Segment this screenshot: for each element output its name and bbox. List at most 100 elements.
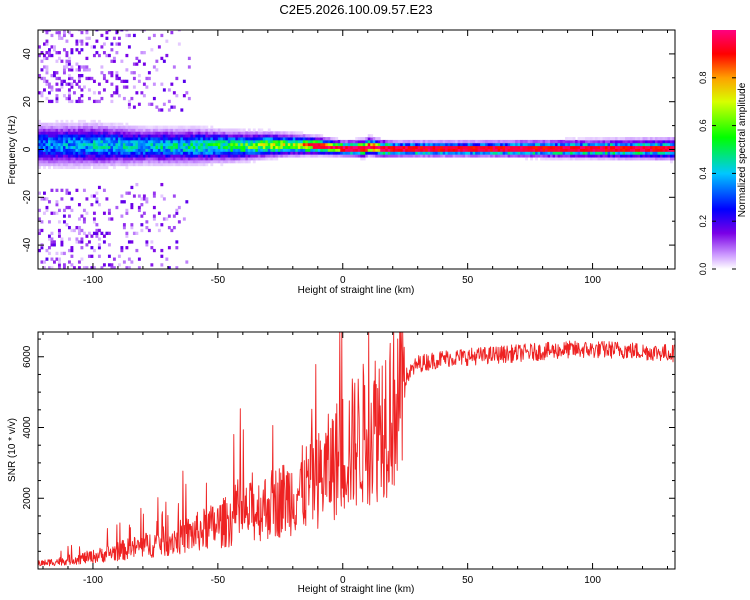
heatmap-cell (477, 148, 481, 152)
heatmap-cell (92, 211, 96, 215)
heatmap-cell (85, 165, 89, 170)
heatmap-cell (87, 134, 91, 138)
heatmap-cell (152, 205, 156, 210)
heatmap-cell (80, 48, 84, 52)
heatmap-cell (97, 53, 101, 58)
heatmap-cell (292, 145, 296, 149)
heatmap-cell (390, 151, 394, 155)
heatmap-cell (380, 154, 384, 158)
heatmap-cell (150, 145, 154, 149)
heatmap-cell (167, 134, 171, 138)
heatmap-cell (227, 154, 231, 158)
heatmap-cell (505, 139, 509, 144)
heatmap-cell (175, 142, 179, 147)
heatmap-cell (95, 157, 99, 161)
heatmap-cell (365, 142, 369, 147)
heatmap-cell (105, 137, 109, 141)
heatmap-cell (285, 151, 289, 155)
heatmap-cell (375, 145, 379, 149)
heatmap-cell (80, 154, 84, 158)
heatmap-cell (572, 148, 576, 152)
snr-frame (37, 331, 676, 570)
heatmap-cell (560, 151, 563, 155)
heatmap-cell (377, 148, 381, 152)
heatmap-cell (142, 94, 146, 98)
heatmap-cell (427, 148, 431, 152)
heatmap-cell (237, 154, 241, 158)
heatmap-cell (280, 139, 284, 144)
heatmap-cell (172, 162, 176, 167)
heatmap-cell (250, 154, 254, 158)
heatmap-cell (90, 154, 94, 158)
heatmap-cell (412, 139, 416, 144)
heatmap-cell (62, 122, 66, 126)
heatmap-cell (180, 148, 184, 152)
heatmap-cell (370, 151, 374, 155)
heatmap-cell (565, 154, 568, 158)
heatmap-cell (212, 131, 216, 135)
heatmap-cell (165, 257, 169, 261)
heatmap-cell (240, 128, 244, 132)
heatmap-cell (135, 160, 139, 164)
heatmap-cell (405, 148, 409, 152)
heatmap-cell (255, 151, 259, 155)
heatmap-cell (167, 246, 171, 250)
heatmap-cell (370, 145, 374, 149)
heatmap-cell (145, 128, 149, 132)
heatmap-cell (125, 33, 129, 38)
heatmap-cell (107, 53, 111, 58)
heatmap-cell (135, 137, 139, 141)
heatmap-cell (182, 217, 186, 221)
heatmap-cell (325, 151, 329, 155)
heatmap-cell (262, 131, 266, 135)
heatmap-cell (60, 197, 64, 201)
heatmap-cell (592, 157, 596, 161)
heatmap-cell (210, 162, 214, 167)
heatmap-cell (335, 137, 339, 141)
heatmap-cell (495, 154, 499, 158)
heatmap-cell (185, 260, 189, 264)
heatmap-cell (57, 137, 61, 141)
heatmap-cell (560, 154, 563, 158)
heatmap-cell (387, 151, 391, 155)
heatmap-cell (287, 142, 291, 147)
heatmap-cell (250, 134, 254, 138)
heatmap-cell (670, 151, 673, 155)
heatmap-cell (67, 96, 71, 101)
heatmap-cell (165, 217, 169, 221)
heatmap-cell (80, 228, 84, 233)
heatmap-cell (212, 148, 216, 152)
heatmap-cell (40, 125, 44, 129)
heatmap-cell (147, 102, 151, 106)
heatmap-cell (52, 45, 56, 49)
heatmap-cell (515, 154, 519, 158)
heatmap-cell (497, 148, 501, 152)
heatmap-cell (652, 148, 656, 152)
heatmap-cell (407, 148, 411, 152)
heatmap-cell (170, 162, 174, 167)
heatmap-cell (127, 151, 131, 155)
heatmap-cell (582, 145, 586, 149)
heatmap-cell (220, 139, 224, 144)
heatmap-cell (595, 142, 598, 147)
heatmap-cell (137, 139, 141, 144)
heatmap-cell (87, 240, 91, 244)
heatmap-cell (632, 148, 636, 152)
heatmap-cell (470, 142, 474, 147)
heatmap-cell (87, 125, 91, 129)
heatmap-cell (607, 157, 611, 161)
heatmap-cell (557, 157, 561, 161)
heatmap-cell (425, 148, 429, 152)
heatmap-cell (617, 157, 621, 161)
heatmap-cell (665, 142, 668, 147)
heatmap-cell (530, 157, 534, 161)
heatmap-cell (247, 145, 251, 149)
heatmap-cell (230, 145, 234, 149)
heatmap-cell (110, 128, 114, 132)
heatmap-cell (535, 154, 539, 158)
heatmap-cell (257, 151, 261, 155)
heatmap-cell (665, 148, 668, 152)
heatmap-cell (155, 139, 159, 144)
heatmap-cell (282, 154, 286, 158)
heatmap-cell (112, 59, 116, 63)
